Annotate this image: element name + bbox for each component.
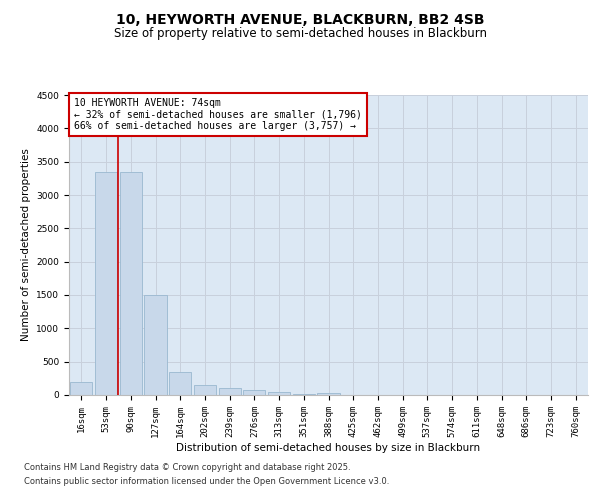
Text: Contains HM Land Registry data © Crown copyright and database right 2025.: Contains HM Land Registry data © Crown c… [24,464,350,472]
Bar [119,172,142,395]
Text: Contains public sector information licensed under the Open Government Licence v3: Contains public sector information licen… [24,477,389,486]
Bar [293,394,315,395]
Bar [268,392,290,395]
Text: 10, HEYWORTH AVENUE, BLACKBURN, BB2 4SB: 10, HEYWORTH AVENUE, BLACKBURN, BB2 4SB [116,12,484,26]
Text: Size of property relative to semi-detached houses in Blackburn: Size of property relative to semi-detach… [113,28,487,40]
Y-axis label: Number of semi-detached properties: Number of semi-detached properties [21,148,31,342]
Bar [218,388,241,395]
Text: 10 HEYWORTH AVENUE: 74sqm
← 32% of semi-detached houses are smaller (1,796)
66% : 10 HEYWORTH AVENUE: 74sqm ← 32% of semi-… [74,98,362,131]
Bar [95,172,117,395]
Bar [243,390,265,395]
Bar [194,385,216,395]
Bar [317,393,340,395]
Bar [70,382,92,395]
Bar [169,372,191,395]
X-axis label: Distribution of semi-detached houses by size in Blackburn: Distribution of semi-detached houses by … [176,442,481,452]
Bar [145,295,167,395]
